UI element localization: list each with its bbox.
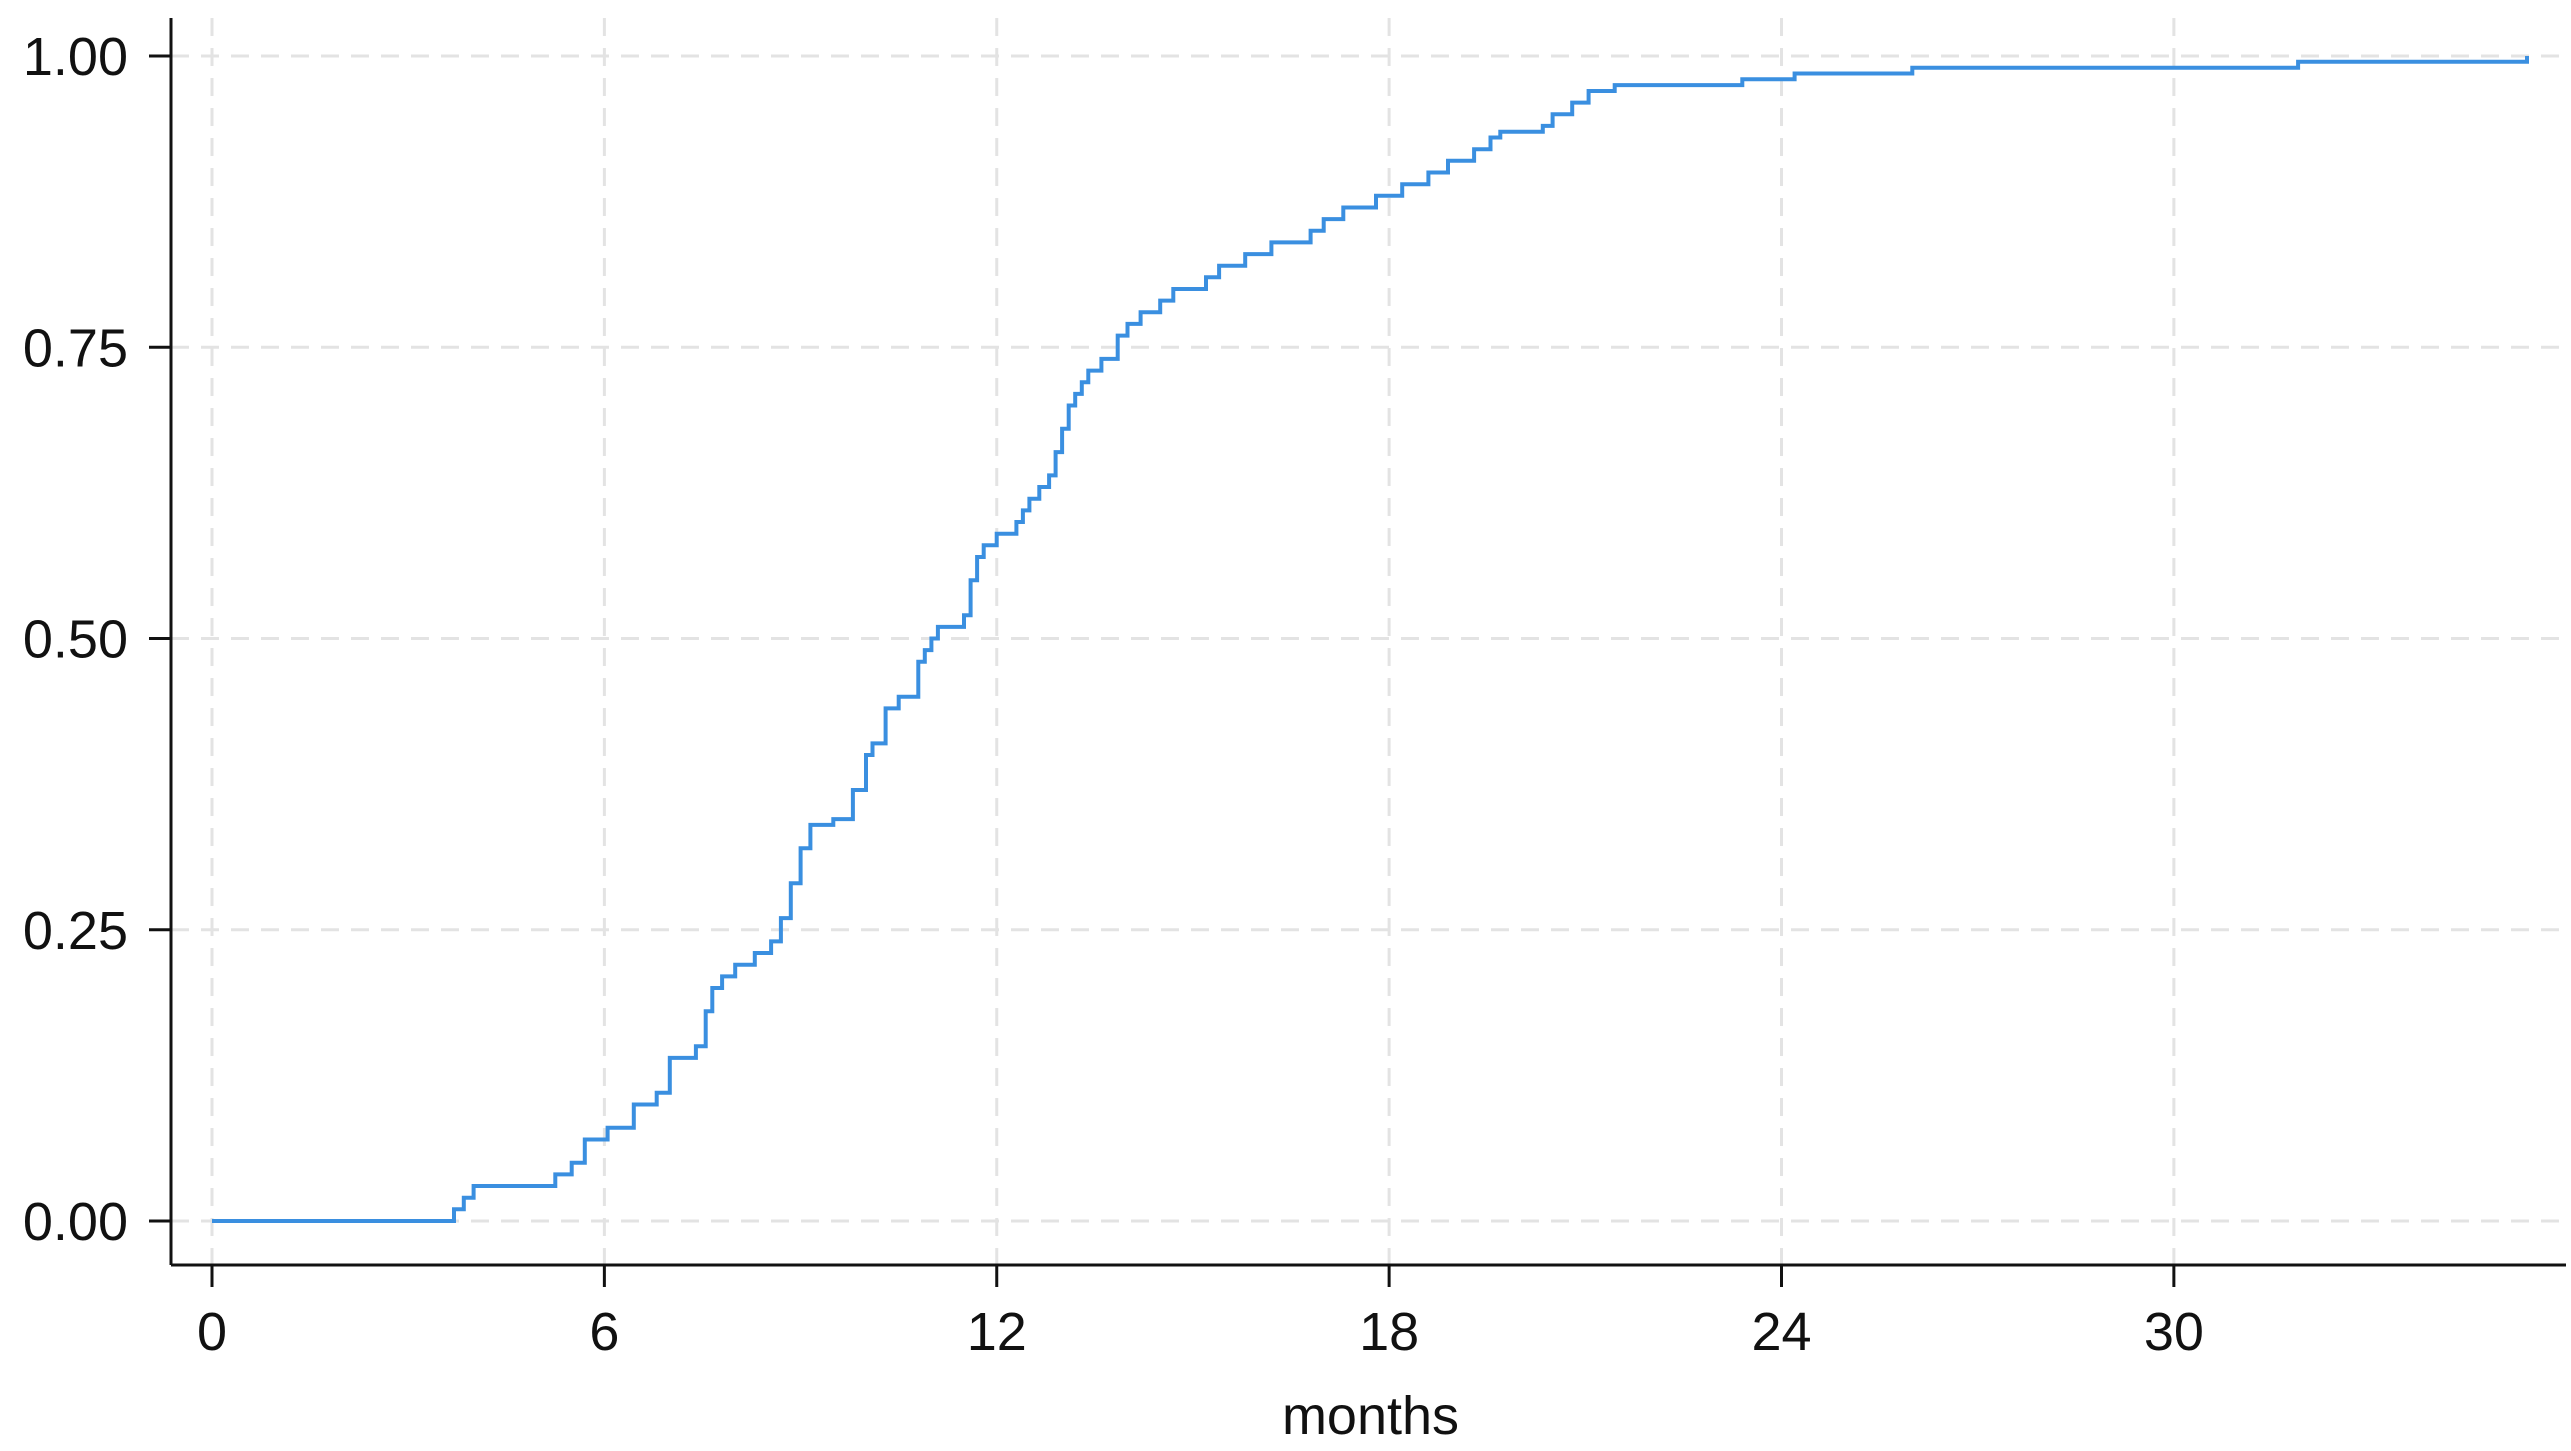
x-tick-label: 6 <box>589 1302 619 1362</box>
ticks-layer: 0.00 0.25 0.50 0.75 1.00 0 6 12 18 24 30 <box>23 27 2204 1362</box>
x-tick-label: 0 <box>197 1302 227 1362</box>
y-tick-label: 0.75 <box>23 318 128 378</box>
series-layer <box>212 56 2529 1223</box>
x-tick-label: 30 <box>2144 1302 2204 1362</box>
x-tick-label: 18 <box>1359 1302 1419 1362</box>
series-step-line <box>212 56 2529 1223</box>
axes-layer <box>169 18 2566 1267</box>
y-tick-label: 0.25 <box>23 901 128 961</box>
x-tick-label: 24 <box>1751 1302 1811 1362</box>
y-tick-label: 1.00 <box>23 27 128 87</box>
x-tick-label: 12 <box>967 1302 1027 1362</box>
y-tick-label: 0.00 <box>23 1192 128 1252</box>
grid-layer <box>171 18 2566 1265</box>
x-axis-title: months <box>1282 1386 1459 1446</box>
y-tick-label: 0.50 <box>23 610 128 670</box>
